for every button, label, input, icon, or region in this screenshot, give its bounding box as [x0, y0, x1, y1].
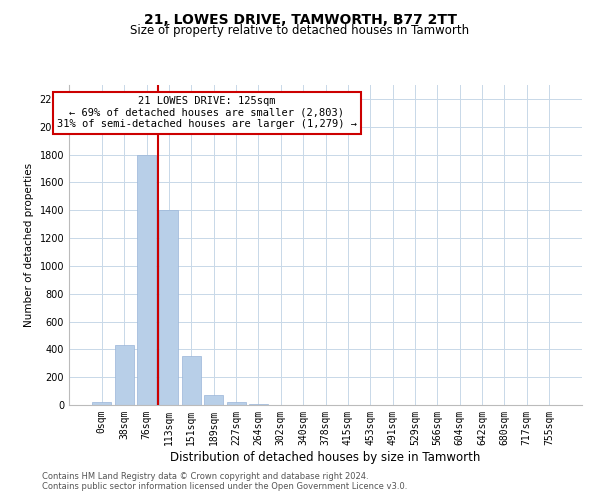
Text: 21, LOWES DRIVE, TAMWORTH, B77 2TT: 21, LOWES DRIVE, TAMWORTH, B77 2TT: [143, 12, 457, 26]
Bar: [115, 345, 134, 405]
Text: Contains HM Land Registry data © Crown copyright and database right 2024.: Contains HM Land Registry data © Crown c…: [42, 472, 368, 481]
Bar: [204, 394, 223, 405]
X-axis label: Distribution of detached houses by size in Tamworth: Distribution of detached houses by size …: [170, 450, 481, 464]
Y-axis label: Number of detached properties: Number of detached properties: [24, 163, 34, 327]
Bar: [249, 404, 268, 405]
Bar: [92, 402, 112, 405]
Bar: [182, 356, 201, 405]
Text: Size of property relative to detached houses in Tamworth: Size of property relative to detached ho…: [130, 24, 470, 37]
Bar: [160, 210, 178, 405]
Bar: [137, 154, 156, 405]
Text: Contains public sector information licensed under the Open Government Licence v3: Contains public sector information licen…: [42, 482, 407, 491]
Text: 21 LOWES DRIVE: 125sqm
← 69% of detached houses are smaller (2,803)
31% of semi-: 21 LOWES DRIVE: 125sqm ← 69% of detached…: [57, 96, 357, 130]
Bar: [227, 402, 245, 405]
